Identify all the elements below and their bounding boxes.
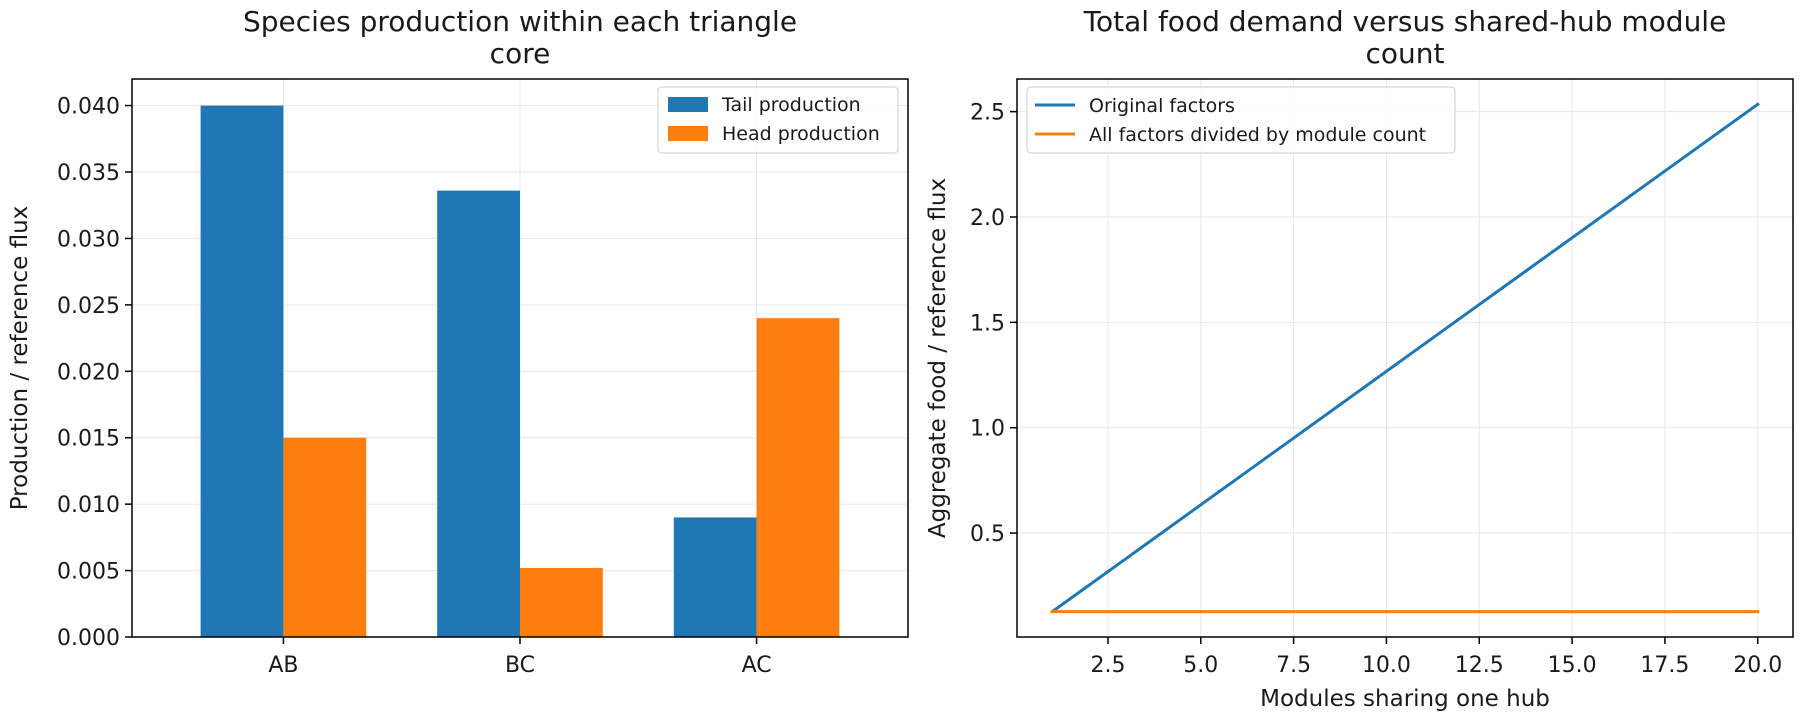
legend-box [1026,86,1456,154]
y-tick-label: 0.5 [970,522,1005,547]
x-tick-label: 15.0 [1548,653,1597,678]
x-tick-label: BC [505,653,535,678]
series-line [1050,102,1760,614]
chart-title: Species production within each triangle [243,5,797,38]
y-tick-label: 0.040 [57,95,120,120]
y-axis-label: Aggregate food / reference flux [925,178,951,538]
bar [673,517,757,637]
bar-chart-panel: 0.000 0.005 0.010 0.015 0.020 0.025 0.030 0.035… [7,5,909,678]
y-tick-label: 2.0 [970,206,1005,231]
x-tick-label: 17.5 [1640,653,1689,678]
chart-title: core [490,37,551,70]
y-tick-label: 1.5 [970,311,1005,336]
x-tick-label: 7.5 [1276,653,1311,678]
y-tick-label: 1.0 [970,417,1005,442]
legend-swatch [668,126,708,141]
legend-box [657,86,899,154]
y-tick-label: 0.015 [57,427,120,452]
x-tick-label: 12.5 [1455,653,1504,678]
bar [200,105,284,638]
x-tick-label: 2.5 [1090,653,1125,678]
x-tick-label: AC [742,653,772,678]
y-tick-label: 0.010 [57,493,120,518]
y-axis-label: Production / reference flux [7,206,33,511]
line-chart-panel: 0.5 1.0 1.5 2.0 2.5 2.5 5.0 7.5 10.0 12.5 15.0 17.5… [925,5,1794,712]
y-tick-label: 0.025 [57,294,120,319]
x-tick-label: AB [268,653,298,678]
bar [756,318,840,637]
x-tick-label: 10.0 [1362,653,1411,678]
legend-swatch [668,97,708,112]
y-tick-label: 0.005 [57,560,120,585]
legend-label: Original factors [1089,95,1235,117]
legend-label: Tail production [721,94,861,116]
legend-label: All factors divided by module count [1089,124,1426,146]
bar [520,567,603,637]
chart-title: count [1366,37,1445,70]
x-tick-label: 5.0 [1183,653,1218,678]
y-tick-label: 0.020 [57,360,120,385]
legend-label: Head production [722,123,880,145]
chart-title: Total food demand versus shared-hub modu… [1083,5,1727,38]
x-tick-label: 20.0 [1733,653,1782,678]
plot-frame [1016,78,1794,638]
bar [283,437,367,637]
y-tick-label: 0.030 [57,227,120,252]
bar [437,190,520,637]
y-tick-label: 0.035 [57,161,120,186]
y-tick-label: 0.000 [57,626,120,651]
y-tick-label: 2.5 [970,101,1005,126]
x-axis-label: Modules sharing one hub [1260,686,1550,712]
